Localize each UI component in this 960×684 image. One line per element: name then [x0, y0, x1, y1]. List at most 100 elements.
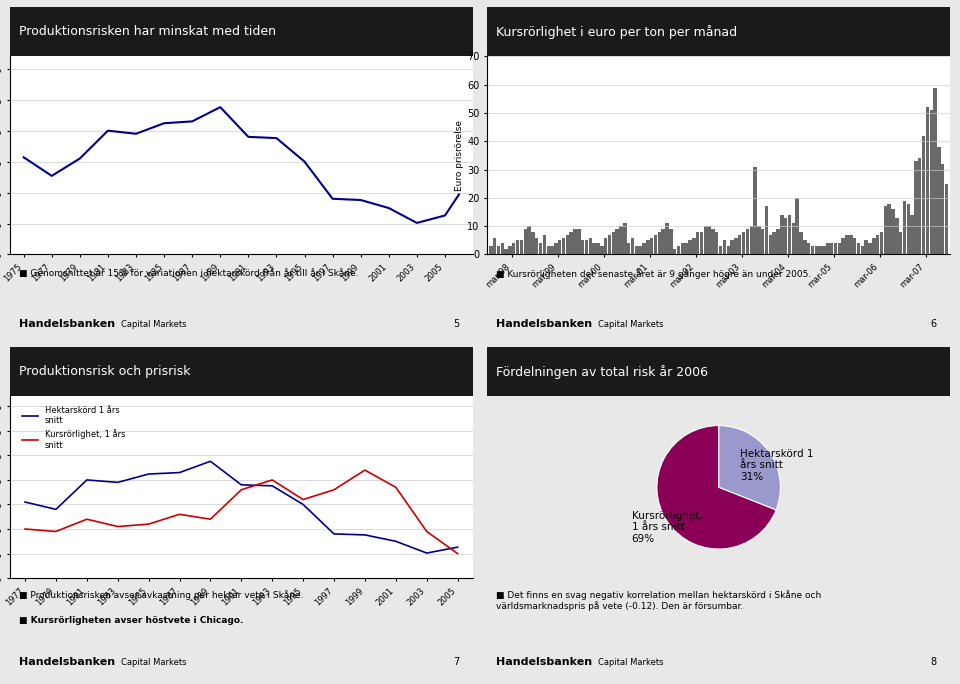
Bar — [708, 226, 710, 254]
Hektarskörd 1 års
snitt — [204, 457, 216, 465]
Bar — [700, 232, 703, 254]
Bar — [500, 244, 504, 254]
Wedge shape — [657, 425, 776, 549]
Bar — [723, 240, 726, 254]
Text: Handelsbanken: Handelsbanken — [19, 657, 115, 668]
Bar — [542, 235, 546, 254]
Bar — [569, 232, 573, 254]
Bar — [773, 232, 776, 254]
Bar — [777, 229, 780, 254]
Bar — [807, 244, 810, 254]
Bar — [646, 240, 650, 254]
Text: ■ Kursrörligheten avser höstvete i Chicago.: ■ Kursrörligheten avser höstvete i Chica… — [19, 616, 243, 624]
Text: 5: 5 — [453, 319, 459, 329]
Bar — [635, 246, 638, 254]
Bar — [531, 232, 535, 254]
Bar — [658, 232, 661, 254]
Text: Capital Markets: Capital Markets — [598, 658, 663, 668]
Hektarskörd 1 års
snitt — [359, 531, 371, 539]
Bar — [588, 237, 592, 254]
Text: Produktionsrisk och prisrisk: Produktionsrisk och prisrisk — [19, 365, 190, 378]
Bar — [852, 237, 856, 254]
Kursrörlighet, 1 års
snitt — [328, 486, 340, 494]
Bar — [546, 246, 550, 254]
Kursrörlighet, 1 års
snitt — [143, 520, 155, 528]
Bar — [523, 229, 527, 254]
Bar — [910, 215, 914, 254]
Line: Kursrörlighet, 1 års
snitt: Kursrörlighet, 1 års snitt — [25, 470, 458, 553]
Y-axis label: Euro prisrörelse: Euro prisrörelse — [455, 120, 465, 191]
Bar — [902, 200, 906, 254]
Bar — [727, 246, 730, 254]
Bar — [573, 229, 577, 254]
Bar — [512, 244, 516, 254]
Hektarskörd 1 års
snitt — [235, 481, 247, 489]
Kursrörlighet, 1 års
snitt — [298, 495, 309, 503]
Bar — [804, 240, 806, 254]
Bar — [604, 237, 608, 254]
Kursrörlighet, 1 års
snitt — [112, 523, 124, 531]
Bar — [891, 209, 895, 254]
Bar — [684, 244, 688, 254]
Bar — [715, 232, 718, 254]
Kursrörlighet, 1 års
snitt — [452, 549, 464, 557]
Bar — [918, 158, 922, 254]
Bar — [642, 244, 646, 254]
Bar — [945, 184, 948, 254]
Line: Hektarskörd 1 års
snitt: Hektarskörd 1 års snitt — [25, 461, 458, 553]
Text: ■ Kursrörligheten det senaste året är 9 gånger högre än under 2005.: ■ Kursrörligheten det senaste året är 9 … — [496, 269, 811, 279]
Bar — [830, 244, 833, 254]
Hektarskörd 1 års
snitt — [267, 482, 278, 490]
Hektarskörd 1 års
snitt — [143, 470, 155, 478]
Bar — [558, 240, 562, 254]
Kursrörlighet, 1 års
snitt — [420, 527, 432, 536]
Bar — [827, 244, 829, 254]
Bar — [504, 249, 508, 254]
Bar — [734, 237, 737, 254]
Bar — [704, 226, 707, 254]
Bar — [876, 235, 879, 254]
Bar — [489, 246, 492, 254]
Bar — [738, 235, 741, 254]
Hektarskörd 1 års
snitt — [420, 549, 432, 557]
Bar — [864, 240, 868, 254]
Bar — [496, 246, 500, 254]
Bar — [906, 204, 910, 254]
Bar — [914, 161, 918, 254]
Bar — [750, 226, 753, 254]
Bar — [941, 164, 945, 254]
Text: 6: 6 — [930, 319, 937, 329]
Bar — [623, 224, 627, 254]
Hektarskörd 1 års
snitt — [298, 501, 309, 509]
Bar — [856, 244, 860, 254]
Bar — [519, 240, 523, 254]
Bar — [872, 237, 876, 254]
Bar — [819, 246, 822, 254]
Bar — [596, 244, 600, 254]
Text: Capital Markets: Capital Markets — [598, 320, 663, 329]
Bar — [929, 110, 933, 254]
Bar — [696, 232, 699, 254]
Bar — [554, 244, 558, 254]
Bar — [688, 240, 691, 254]
Bar — [800, 232, 803, 254]
Bar — [769, 235, 772, 254]
Text: ■ Genomsnittet är 15% för variationen i hektarskörd från år till år i Skåne.: ■ Genomsnittet är 15% för variationen i … — [19, 269, 358, 278]
Text: Fördelningen av total risk år 2006: Fördelningen av total risk år 2006 — [496, 365, 708, 379]
Bar — [562, 237, 565, 254]
Bar — [516, 240, 519, 254]
Bar — [665, 224, 669, 254]
Bar — [508, 246, 512, 254]
Bar — [627, 244, 631, 254]
Bar — [922, 135, 925, 254]
Text: Capital Markets: Capital Markets — [121, 320, 186, 329]
Bar — [565, 235, 569, 254]
Hektarskörd 1 års
snitt — [19, 498, 31, 506]
Bar — [780, 215, 783, 254]
Bar — [673, 249, 677, 254]
Text: Handelsbanken: Handelsbanken — [19, 319, 115, 329]
Bar — [899, 232, 902, 254]
Bar — [765, 207, 768, 254]
Bar — [757, 226, 760, 254]
Bar — [711, 229, 714, 254]
